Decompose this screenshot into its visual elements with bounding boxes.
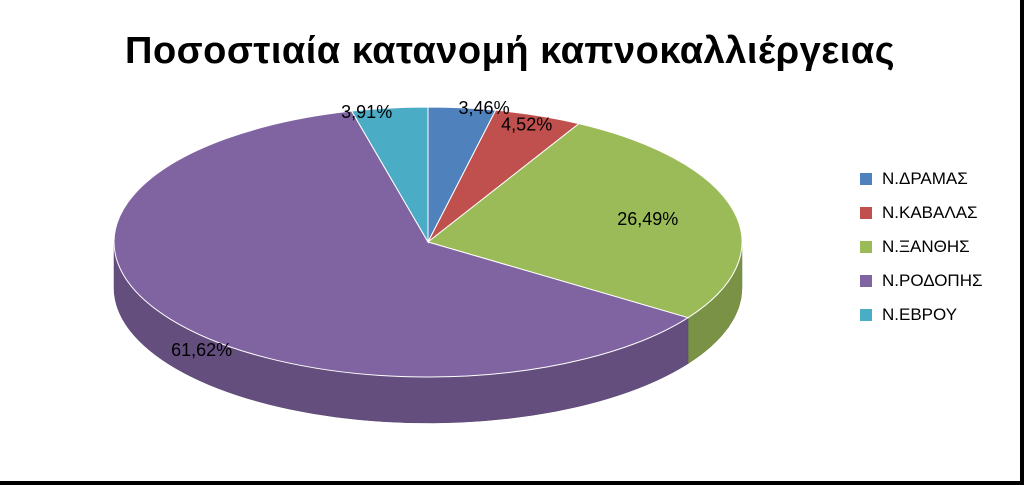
legend-item: Ν.ΕΒΡΟΥ [860,298,983,332]
data-label: 4,52% [501,114,552,134]
legend-label: Ν.ΞΑΝΘΗΣ [882,237,970,256]
legend-label: Ν.ΡΟΔΟΠΗΣ [882,271,983,290]
legend-item: Ν.ΞΑΝΘΗΣ [860,230,983,264]
data-label: 3,91% [341,102,392,122]
legend-label: Ν.ΔΡΑΜΑΣ [882,169,968,188]
data-label: 61,62% [171,340,232,360]
pie-slices [113,106,743,378]
pie-data-labels: 3,46%4,52% 26,49% 61,62% 3,91% [171,98,678,360]
legend: Ν.ΔΡΑΜΑΣ Ν.ΚΑΒΑΛΑΣ Ν.ΞΑΝΘΗΣ Ν.ΡΟΔΟΠΗΣ Ν.… [860,162,983,332]
data-label: 3,46% [459,98,510,118]
legend-swatch [860,173,872,185]
legend-label: Ν.ΚΑΒΑΛΑΣ [882,203,978,222]
pie-slice [113,110,690,378]
legend-swatch [860,309,872,321]
pie-slice [426,123,743,319]
legend-swatch [860,241,872,253]
legend-swatch [860,207,872,219]
pie-slice [350,106,429,244]
data-label: 26,49% [617,209,678,229]
legend-swatch [860,275,872,287]
legend-item: Ν.ΚΑΒΑΛΑΣ [860,196,983,230]
legend-label: Ν.ΕΒΡΟΥ [882,305,958,324]
chart-title: Ποσοστιαία κατανομή καπνοκαλλιέργειας [125,30,895,72]
legend-item: Ν.ΔΡΑΜΑΣ [860,162,983,196]
legend-item: Ν.ΡΟΔΟΠΗΣ [860,264,983,298]
